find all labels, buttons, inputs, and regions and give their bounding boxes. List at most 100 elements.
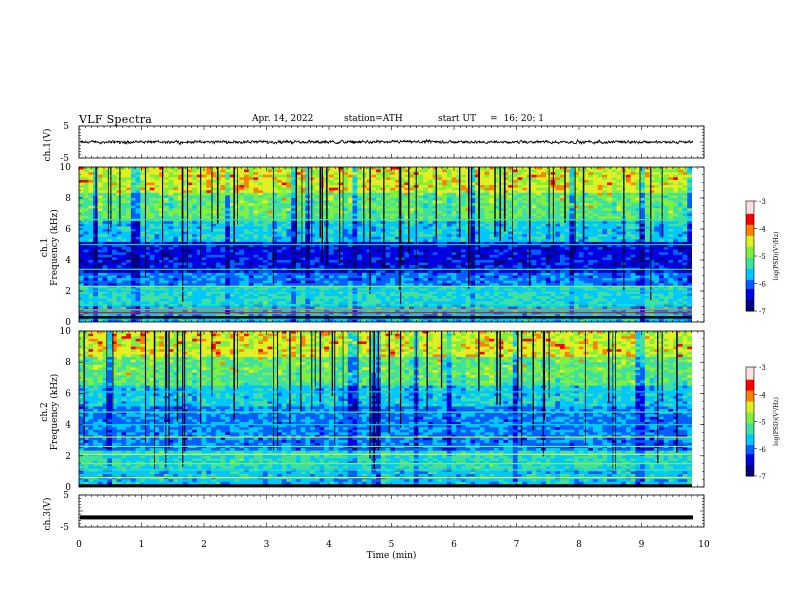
ch2-ytick-label: 0 bbox=[65, 483, 71, 493]
start-ut-label: start UT = 16: 20: 1 bbox=[438, 114, 544, 124]
ch1-ytick-label: 6 bbox=[65, 225, 71, 235]
ch2-colorbar-segment bbox=[746, 403, 754, 406]
ch1-spectrogram bbox=[79, 167, 692, 322]
ch1-colorbar-segment bbox=[746, 303, 754, 306]
xtick-label: 8 bbox=[576, 540, 582, 550]
ch2-colorbar-segment bbox=[746, 454, 754, 457]
ch1-ytick-label: 2 bbox=[65, 287, 71, 297]
ch2-colorbar-segment bbox=[746, 392, 754, 395]
ch1-colorbar-segment bbox=[746, 283, 754, 286]
ch1-colorbar-segment bbox=[746, 287, 754, 290]
ch1-ylabel: ch.1(V) bbox=[42, 129, 53, 162]
ch2-colorbar-segment bbox=[746, 419, 754, 422]
ch1-colorbar-segment bbox=[746, 268, 754, 272]
ch1-colorbar-segment bbox=[746, 250, 754, 253]
ch1-colorbar-segment bbox=[746, 228, 754, 231]
ch2-colorbar-segment bbox=[746, 410, 754, 413]
ch2-colorbar-segment bbox=[746, 439, 754, 442]
ch2-colorbar-segment bbox=[746, 468, 754, 472]
ch1-colorbar-segment bbox=[746, 270, 754, 273]
ch1-colorbar-segment bbox=[746, 307, 754, 310]
ch1-colorbar-segment bbox=[746, 221, 754, 224]
ch1-colorbar-segment bbox=[746, 309, 754, 312]
xtick-label: 10 bbox=[698, 540, 710, 550]
ch2-colorbar-segment bbox=[746, 379, 754, 383]
ch1-colorbar-segment bbox=[746, 224, 754, 228]
ch2-colorbar-segment bbox=[746, 474, 754, 477]
ch1-colorbar-segment bbox=[746, 208, 754, 211]
ch2-colorbar-segment bbox=[746, 376, 754, 379]
ch2-colorbar-segment bbox=[746, 425, 754, 428]
ch1-colorbar-segment bbox=[746, 296, 754, 299]
ch2-colorbar-segment bbox=[746, 417, 754, 421]
ch2-ylabel-frequency: Frequency (kHz) bbox=[49, 374, 60, 451]
ch1-colorbar-tick-label: -4 bbox=[759, 226, 766, 234]
xtick-label: 3 bbox=[264, 540, 270, 550]
ch1-ytick-label: 8 bbox=[65, 194, 71, 204]
ch1-ylabel-channel: ch.1 bbox=[40, 238, 50, 257]
ch2-colorbar-segment bbox=[746, 437, 754, 441]
start-ut-value: 16: 20: 1 bbox=[503, 114, 544, 124]
ch1-colorbar-segment bbox=[746, 232, 754, 235]
ch1-colorbar-tick-label: -7 bbox=[759, 308, 766, 316]
ch2-colorbar-segment bbox=[746, 434, 754, 437]
ch1-colorbar-segment bbox=[746, 215, 754, 218]
ch1-colorbar-segment bbox=[746, 212, 754, 215]
xtick-label: 0 bbox=[76, 540, 82, 550]
ch2-colorbar-segment bbox=[746, 448, 754, 452]
ch1-colorbar-segment bbox=[746, 254, 754, 257]
ch2-colorbar-segment bbox=[746, 472, 754, 475]
ch2-colorbar-segment bbox=[746, 430, 754, 433]
xtick-label: 7 bbox=[514, 540, 520, 550]
start-ut-caption: start UT bbox=[438, 114, 476, 124]
ch1-colorbar-segment bbox=[746, 274, 754, 277]
station-label: station=ATH bbox=[344, 114, 403, 124]
ch1-ytick-label: 10 bbox=[60, 163, 72, 173]
xtick-label: 9 bbox=[639, 540, 645, 550]
ch2-colorbar-segment bbox=[746, 367, 754, 370]
ch1-colorbar-segment bbox=[746, 294, 754, 297]
ch1-colorbar-segment bbox=[746, 213, 754, 217]
ch2-colorbar-segment bbox=[746, 368, 754, 372]
ch1-colorbar-segment bbox=[746, 210, 754, 213]
ch1-ytick-label: -5 bbox=[60, 154, 69, 164]
ch2-colorbar-segment bbox=[746, 461, 754, 464]
ch2-colorbar-segment bbox=[746, 405, 754, 408]
ch3-ytick-label: 5 bbox=[63, 491, 69, 501]
xtick-label: 1 bbox=[139, 540, 145, 550]
ch2-colorbar-tick-label: -3 bbox=[759, 364, 766, 372]
ch2-colorbar-segment bbox=[746, 452, 754, 455]
ch2-colorbar-segment bbox=[746, 412, 754, 415]
ch2-colorbar-segment bbox=[746, 450, 754, 453]
ch2-colorbar-tick-label: -4 bbox=[759, 391, 766, 399]
ch1-colorbar-segment bbox=[746, 261, 754, 264]
ch2-colorbar-segment bbox=[746, 397, 754, 401]
ch2-colorbar-segment bbox=[746, 466, 754, 470]
ch2-colorbar-segment bbox=[746, 416, 754, 419]
ch3-waveform-line bbox=[80, 515, 693, 520]
ch2-colorbar-segment bbox=[746, 426, 754, 430]
ch2-colorbar-segment bbox=[746, 370, 754, 373]
ch1-colorbar-segment bbox=[746, 298, 754, 301]
ch2-colorbar-segment bbox=[746, 383, 754, 386]
ch1-colorbar-segment bbox=[746, 300, 754, 303]
ch3-ylabel: ch.3(V) bbox=[42, 498, 53, 531]
ch1-ytick-label: 4 bbox=[65, 256, 71, 266]
ch2-colorbar-segment bbox=[746, 390, 754, 393]
ch1-colorbar-segment bbox=[746, 201, 754, 204]
ch2-colorbar-segment bbox=[746, 436, 754, 439]
ch2-colorbar-segment bbox=[746, 408, 754, 412]
ch2-colorbar-label: log(PSD)(V²/Hz) bbox=[773, 397, 780, 446]
ch2-colorbar-segment bbox=[746, 414, 754, 417]
ch2-ytick-label: 2 bbox=[65, 452, 71, 462]
ch2-spectrogram bbox=[79, 331, 692, 487]
xtick-label: 5 bbox=[389, 540, 395, 550]
ch1-waveform-line bbox=[79, 138, 694, 146]
ch1-colorbar-segment bbox=[746, 245, 754, 248]
start-ut-equals: = bbox=[489, 114, 498, 124]
ch2-ytick-label: 10 bbox=[60, 327, 72, 337]
ch1-colorbar-segment bbox=[746, 289, 754, 292]
ch2-colorbar-segment bbox=[746, 457, 754, 461]
ch2-colorbar-segment bbox=[746, 374, 754, 377]
